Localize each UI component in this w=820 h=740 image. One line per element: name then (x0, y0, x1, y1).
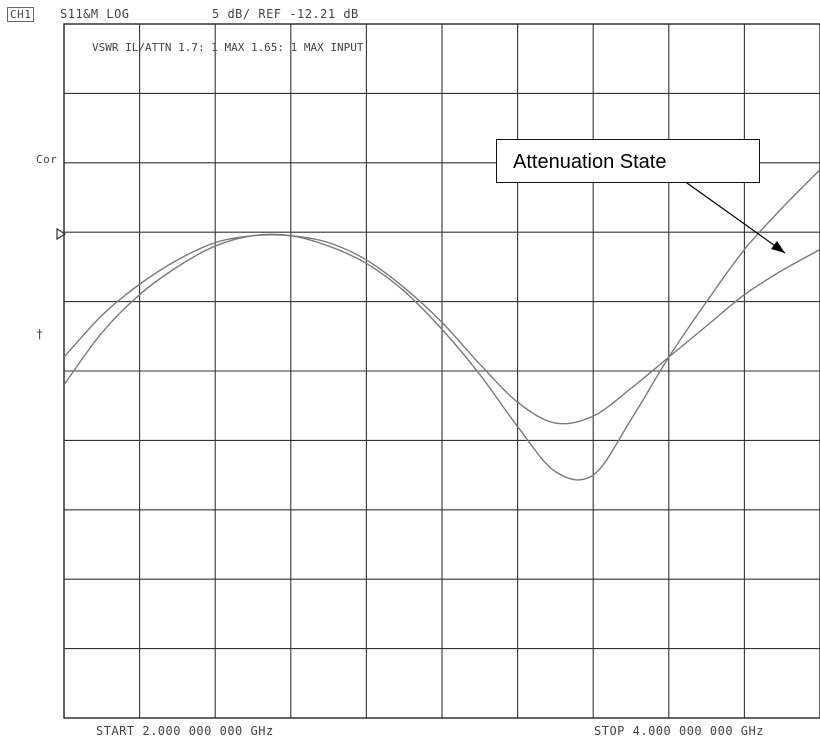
measurement-mode: S11&M LOG (60, 7, 130, 21)
marker-arrow-indicator: † (36, 327, 44, 341)
channel-indicator: CH1 (7, 7, 35, 22)
scale-reference: 5 dB/ REF -12.21 dB (212, 7, 359, 21)
plot-grid (63, 23, 820, 719)
stop-frequency-label: STOP 4.000 000 000 GHz (594, 724, 764, 738)
attenuation-state-callout: Attenuation State (496, 139, 760, 183)
correction-indicator: Cor (36, 153, 58, 166)
trace-layer (63, 169, 820, 481)
start-frequency-label: START 2.000 000 000 GHz (96, 724, 274, 738)
reference-level-marker (56, 227, 67, 241)
trace-line-1 (63, 234, 820, 425)
plot-overlay-label: VSWR IL/ATTN 1.7: 1 MAX 1.65: 1 MAX INPU… (92, 41, 364, 54)
trace-line-2 (63, 169, 820, 481)
callout-arrow-line (679, 177, 786, 254)
callout-arrow-head (771, 241, 785, 253)
